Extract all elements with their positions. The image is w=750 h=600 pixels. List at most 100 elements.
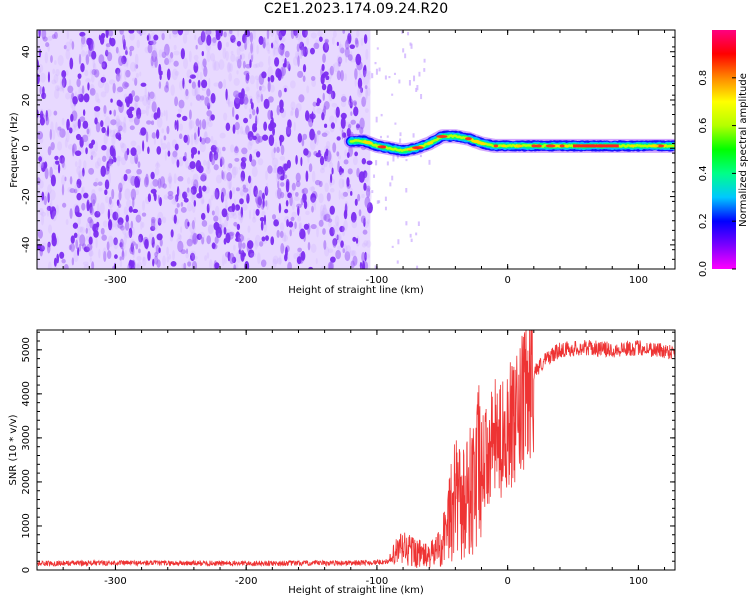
ridge-hotspot <box>465 137 472 141</box>
noise-blob <box>155 218 159 223</box>
noise-blob <box>204 255 207 261</box>
snr-series-line <box>37 330 675 569</box>
noise-blob <box>355 123 360 131</box>
noise-blob <box>332 63 335 72</box>
noise-blob <box>129 246 135 255</box>
noise-blob <box>55 121 58 133</box>
noise-blob <box>116 99 122 107</box>
noise-blob <box>146 95 152 106</box>
noise-blob <box>244 35 250 45</box>
noise-blob <box>323 204 326 211</box>
noise-blob <box>347 168 353 175</box>
noise-blob <box>215 30 221 38</box>
noise-blob <box>183 83 186 90</box>
noise-blob <box>256 93 261 104</box>
noise-blob <box>167 190 174 196</box>
noise-blob <box>271 157 279 168</box>
noise-blob <box>41 92 47 100</box>
noise-blob <box>81 49 86 57</box>
colorbar-ticks: 0.0 0.2 0.4 0.6 0.8 <box>698 70 736 277</box>
noise-blob <box>100 120 104 128</box>
noise-blob <box>122 61 129 67</box>
noise-blob <box>138 248 141 254</box>
noise-blob <box>255 189 262 197</box>
noise-blob <box>155 129 160 140</box>
noise-blob <box>101 155 107 162</box>
noise-blob <box>102 220 108 228</box>
noise-blob <box>47 71 50 83</box>
spectrogram-y-ticks: -40 -20 0 20 40 <box>21 36 675 270</box>
noise-blob <box>322 204 327 216</box>
noise-blob <box>64 176 67 182</box>
noise-speck <box>410 43 413 49</box>
noise-blob <box>365 48 369 61</box>
noise-blob <box>258 190 263 199</box>
noise-blob <box>285 246 288 258</box>
noise-blob <box>248 186 251 197</box>
noise-blob <box>147 146 150 155</box>
noise-blob <box>72 119 79 128</box>
noise-blob <box>310 75 316 81</box>
noise-blob <box>319 204 324 217</box>
noise-blob <box>210 92 216 104</box>
noise-blob <box>229 252 235 265</box>
noise-blob <box>202 58 207 68</box>
noise-blob <box>348 30 351 37</box>
noise-blob <box>362 74 370 86</box>
noise-blob <box>254 240 258 250</box>
noise-blob <box>248 136 254 146</box>
noise-blob <box>167 176 173 183</box>
noise-blob <box>125 232 132 239</box>
noise-blob <box>204 130 208 140</box>
noise-blob <box>121 34 125 45</box>
noise-speck <box>393 72 396 75</box>
noise-blob <box>149 92 157 102</box>
noise-blob <box>37 59 40 71</box>
noise-blob <box>115 115 121 128</box>
noise-blob <box>297 55 300 67</box>
noise-blob <box>186 177 191 185</box>
noise-blob <box>117 69 120 77</box>
noise-blob <box>104 179 110 190</box>
noise-blob <box>86 243 93 251</box>
noise-blob <box>321 83 327 91</box>
noise-blob <box>109 145 115 157</box>
noise-blob <box>37 64 44 73</box>
ridge-hotspot <box>559 144 565 148</box>
noise-blob <box>346 152 350 158</box>
noise-blob <box>248 108 253 113</box>
noise-blob <box>267 49 271 54</box>
noise-blob <box>79 116 86 122</box>
noise-blob <box>108 219 113 231</box>
noise-blob <box>112 83 116 94</box>
noise-blob <box>331 102 338 108</box>
noise-blob <box>338 43 344 54</box>
noise-blob <box>177 30 184 36</box>
noise-blob <box>209 259 213 269</box>
noise-blob <box>353 106 359 117</box>
noise-blob <box>116 155 121 167</box>
noise-blob <box>337 233 342 243</box>
noise-blob <box>174 119 178 130</box>
noise-blob <box>101 62 106 68</box>
noise-blob <box>227 62 231 73</box>
noise-blob <box>137 209 141 216</box>
noise-blob <box>61 70 67 79</box>
noise-blob <box>346 127 351 137</box>
noise-blob <box>164 57 170 66</box>
noise-blob <box>104 82 110 94</box>
noise-blob <box>70 235 75 244</box>
noise-blob <box>368 70 372 80</box>
noise-blob <box>136 255 142 262</box>
noise-blob <box>241 242 246 249</box>
noise-blob <box>337 155 342 160</box>
noise-blob <box>166 141 171 152</box>
noise-blob <box>355 39 359 48</box>
noise-blob <box>112 265 116 269</box>
noise-blob <box>240 177 244 184</box>
noise-blob <box>112 211 119 221</box>
noise-blob <box>313 42 320 50</box>
noise-blob <box>219 132 226 139</box>
noise-blob <box>276 104 280 116</box>
